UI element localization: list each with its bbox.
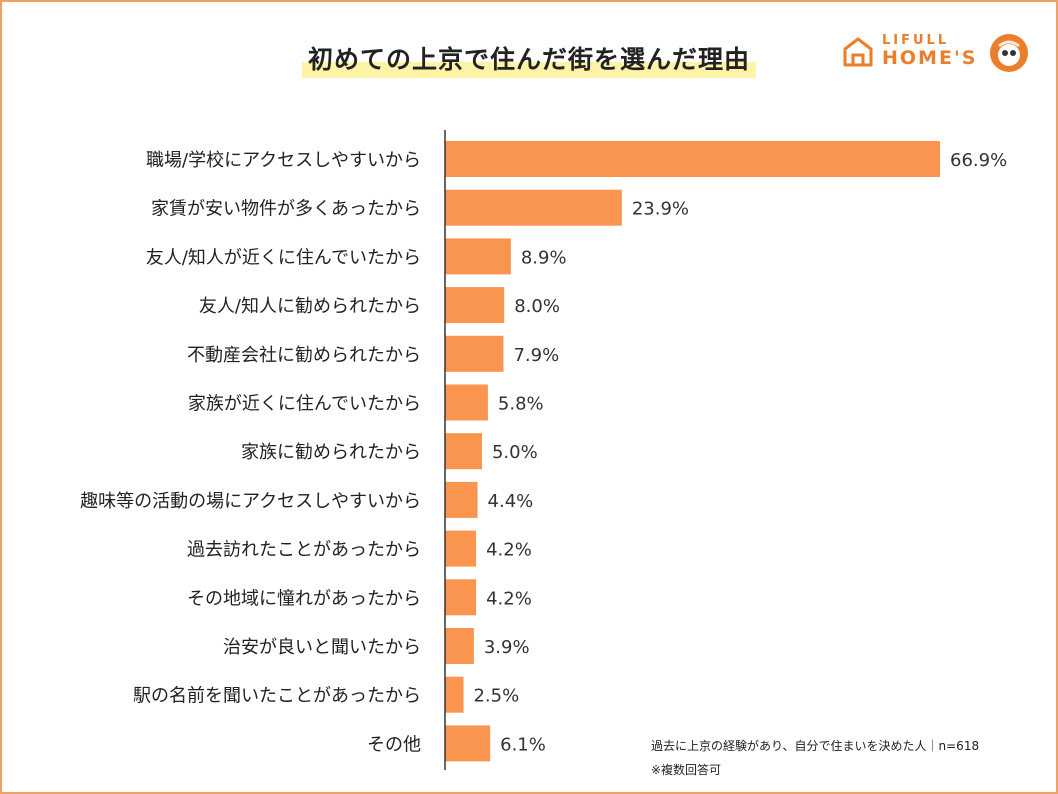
category-label: 友人/知人が近くに住んでいたから [146, 247, 421, 268]
category-label: 家族に勧められたから [241, 442, 421, 463]
mascot-icon [990, 34, 1028, 72]
multi-answer-note: ※複数回答可 [651, 763, 722, 777]
category-label: 不動産会社に勧められたから [187, 345, 421, 366]
value-label: 6.1% [500, 734, 546, 755]
bar [445, 287, 505, 324]
value-label: 7.9% [513, 345, 559, 366]
bar [445, 433, 482, 470]
category-label: 治安が良いと聞いたから [223, 637, 421, 658]
sample-note: 過去に上京の経験があり、自分で住まいを決めた人｜n=618 [651, 739, 980, 753]
category-label: 家族が近くに住んでいたから [188, 394, 421, 415]
category-label: 友人/知人に勧められたから [199, 296, 421, 317]
bar [445, 335, 504, 372]
value-label: 23.9% [632, 199, 689, 220]
bar [445, 676, 464, 713]
value-label: 3.9% [484, 637, 530, 658]
value-label: 4.4% [488, 491, 534, 512]
category-label: 駅の名前を聞いたことがあったから [133, 686, 421, 707]
category-label: 職場/学校にアクセスしやすいから [146, 150, 421, 171]
value-label: 4.2% [486, 588, 532, 609]
value-label: 4.2% [486, 540, 532, 561]
chart-title: 初めての上京で住んだ街を選んだ理由 [301, 40, 756, 78]
value-label: 8.0% [514, 296, 560, 317]
bar [445, 141, 940, 177]
house-icon [843, 37, 873, 67]
bar [445, 481, 478, 518]
value-label: 66.9% [950, 150, 1007, 171]
logo-text-bottom: HOME'S [882, 47, 978, 69]
value-label: 2.5% [473, 686, 519, 707]
category-label: 過去訪れたことがあったから [187, 540, 421, 561]
bar [445, 725, 491, 762]
title-wrap: 初めての上京で住んだ街を選んだ理由 [0, 40, 1058, 78]
value-label: 8.9% [521, 247, 567, 268]
category-label: その地域に憧れがあったから [187, 588, 421, 609]
logo-text-top: LIFULL [882, 33, 950, 48]
bar [445, 189, 622, 226]
lifull-homes-logo: LIFULL HOME'S [840, 30, 1040, 78]
bar [445, 579, 477, 616]
value-label: 5.0% [492, 442, 538, 463]
category-label: 家賃が安い物件が多くあったから [151, 199, 421, 220]
category-label: その他 [367, 734, 421, 755]
bar [445, 628, 474, 664]
category-label: 趣味等の活動の場にアクセスしやすいから [80, 491, 421, 512]
bar [445, 530, 477, 567]
bar [445, 238, 511, 275]
bar [445, 384, 488, 421]
value-label: 5.8% [498, 394, 544, 415]
